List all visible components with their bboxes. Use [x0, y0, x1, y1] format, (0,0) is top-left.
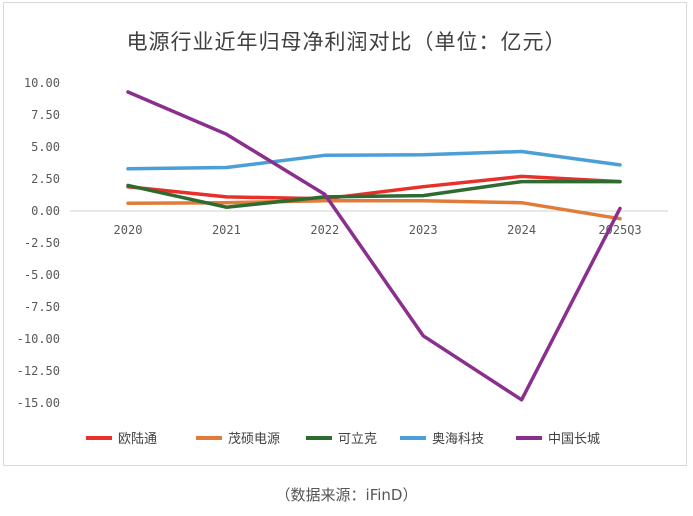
series-lines: [126, 90, 622, 402]
series-line-1: [126, 174, 622, 201]
y-tick-label: 7.50: [31, 108, 60, 122]
legend-label: 可立克: [338, 432, 377, 447]
x-tick-label: 2020: [114, 223, 143, 237]
source-note: （数据来源：iFinD）: [275, 486, 418, 504]
y-tick-label: -2.50: [24, 236, 60, 250]
series-line-5: [126, 90, 622, 402]
legend-item: 可立克: [306, 432, 377, 447]
legend-item: 中国长城: [516, 432, 600, 447]
legend: 欧陆通 茂硕电源 可立克 奥海科技 中国长城: [86, 431, 600, 447]
x-axis-labels: 2020 2021 2022 2023 2024 2025Q3: [114, 223, 642, 237]
x-tick-label: 2021: [212, 223, 241, 237]
y-tick-label: -15.00: [17, 396, 60, 410]
x-tick-label: 2022: [310, 223, 339, 237]
chart-frame: [3, 2, 687, 466]
y-tick-label: -10.00: [17, 332, 60, 346]
legend-label: 茂硕电源: [228, 432, 280, 447]
legend-label: 欧陆通: [118, 431, 157, 447]
legend-label: 奥海科技: [432, 432, 484, 447]
series-line-3: [126, 179, 622, 209]
line-chart: 10.00 7.50 5.00 2.50 0.00 -2.50 -5.00 -7.50 -10.…: [17, 76, 668, 447]
x-tick-label: 2023: [409, 223, 438, 237]
y-tick-label: -7.50: [24, 300, 60, 314]
legend-item: 茂硕电源: [196, 432, 280, 447]
legend-item: 欧陆通: [86, 431, 157, 447]
y-axis-labels: 10.00 7.50 5.00 2.50 0.00 -2.50 -5.00 -7.50 -10.…: [17, 76, 60, 410]
y-tick-label: -5.00: [24, 268, 60, 282]
y-tick-label: 2.50: [31, 172, 60, 186]
y-tick-label: 10.00: [24, 76, 60, 90]
series-line-4: [126, 149, 622, 171]
chart-title: 电源行业近年归母净利润对比（单位：亿元）: [126, 30, 567, 54]
x-tick-label: 2024: [507, 223, 536, 237]
legend-label: 中国长城: [548, 432, 600, 447]
y-tick-label: 5.00: [31, 140, 60, 154]
y-tick-label: -12.50: [17, 364, 60, 378]
legend-item: 奥海科技: [400, 432, 484, 447]
y-tick-label: 0.00: [31, 204, 60, 218]
